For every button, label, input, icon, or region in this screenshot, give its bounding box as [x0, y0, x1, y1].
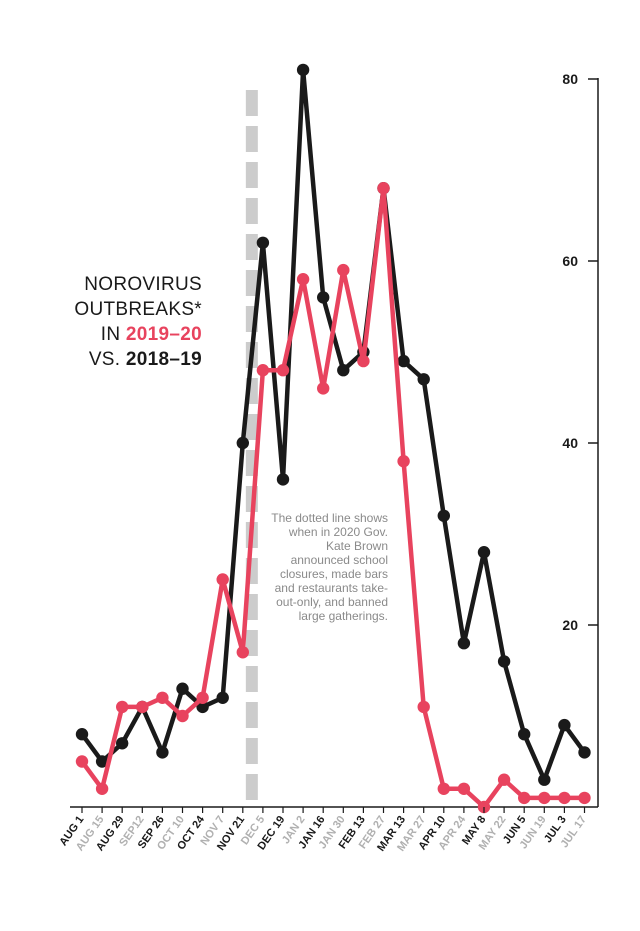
data-point-2018_19	[116, 737, 129, 750]
data-point-2018_19	[156, 746, 169, 759]
data-point-2019_20	[497, 773, 511, 786]
data-point-2018_19	[337, 364, 350, 377]
axis-layer	[70, 78, 599, 808]
data-point-2018_19	[437, 509, 450, 522]
data-point-2019_20	[216, 573, 229, 586]
series-layer	[75, 63, 591, 814]
data-point-2019_20	[176, 709, 189, 723]
data-point-2018_19	[417, 373, 430, 386]
data-point-2018_19	[397, 354, 410, 368]
data-point-2018_19	[477, 546, 491, 559]
data-point-2018_19	[457, 637, 471, 650]
data-point-2018_19	[317, 291, 330, 304]
data-point-2019_20	[296, 273, 310, 286]
title-line-4: VS. 2018–19	[20, 347, 202, 372]
data-point-2019_20	[317, 382, 330, 395]
chart-title: NOROVIRUS OUTBREAKS* IN 2019–20 VS. 2018…	[20, 272, 202, 372]
data-point-2019_20	[538, 791, 551, 805]
title-highlight-2018-19: 2018–19	[125, 349, 202, 370]
title-line-3-prefix: IN	[100, 324, 126, 345]
data-point-2019_20	[578, 791, 591, 805]
data-point-2019_20	[276, 364, 290, 377]
data-point-2018_19	[95, 755, 109, 768]
title-line-4-prefix: VS.	[88, 349, 126, 370]
data-point-2018_19	[216, 691, 229, 704]
data-point-2018_19	[176, 682, 189, 695]
y-tick-label-60: 60	[562, 253, 578, 269]
data-point-2018_19	[578, 746, 591, 759]
data-point-2019_20	[377, 182, 390, 195]
data-point-2019_20	[95, 782, 109, 795]
data-point-2018_19	[75, 728, 89, 741]
data-point-2019_20	[196, 691, 209, 704]
y-tick-label-80: 80	[562, 71, 578, 87]
data-point-2019_20	[236, 646, 249, 659]
data-point-2018_19	[497, 655, 511, 668]
data-point-2018_19	[538, 773, 551, 786]
data-point-2019_20	[357, 354, 370, 368]
y-tick-label-40: 40	[562, 435, 578, 451]
data-point-2018_19	[276, 473, 290, 486]
data-point-2019_20	[558, 791, 571, 805]
data-point-2019_20	[337, 263, 350, 277]
data-point-2018_19	[256, 236, 270, 249]
title-line-3: IN 2019–20	[20, 322, 202, 347]
y-tick-labels: 20 40 60 80	[562, 71, 598, 633]
title-line-1: NOROVIRUS	[84, 274, 202, 295]
data-point-2019_20	[417, 700, 430, 714]
data-point-2018_19	[518, 728, 531, 741]
data-point-2019_20	[397, 455, 410, 468]
data-point-2019_20	[437, 782, 450, 795]
title-line-2: OUTBREAKS*	[74, 299, 202, 320]
series-line-2018_19	[79, 69, 587, 786]
data-point-2019_20	[457, 782, 471, 795]
data-point-2018_19	[196, 700, 209, 714]
marker-annotation: The dotted line shows when in 2020 Gov. …	[271, 511, 388, 623]
data-point-2019_20	[75, 755, 89, 768]
data-point-2019_20	[518, 791, 531, 805]
data-point-2018_19	[296, 63, 310, 77]
data-point-2019_20	[116, 700, 129, 714]
data-point-2019_20	[136, 700, 149, 714]
data-point-2018_19	[236, 436, 249, 450]
title-highlight-2019-20: 2019–20	[125, 324, 202, 345]
data-point-2019_20	[156, 691, 169, 704]
data-point-2018_19	[558, 718, 571, 732]
data-point-2019_20	[256, 364, 270, 377]
y-tick-label-20: 20	[562, 617, 578, 633]
